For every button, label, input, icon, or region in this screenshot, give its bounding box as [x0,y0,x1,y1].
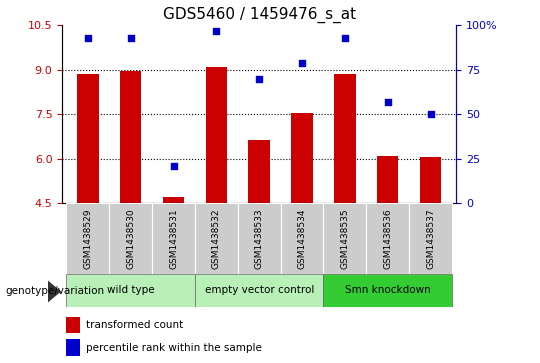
Bar [323,274,452,307]
Text: transformed count: transformed count [86,321,183,330]
Bar [66,317,80,333]
Bar [77,74,98,203]
Point [341,35,349,41]
Bar [248,139,270,203]
Text: Smn knockdown: Smn knockdown [345,285,430,295]
Bar [195,274,323,307]
Point [383,99,392,105]
Bar [206,67,227,203]
Bar [409,203,452,274]
Bar [152,203,195,274]
Point [255,76,264,82]
Point [212,28,221,34]
Point [298,60,306,66]
Bar [66,203,109,274]
Text: GSM1438531: GSM1438531 [169,208,178,269]
Bar [334,74,356,203]
Bar [109,203,152,274]
Text: GSM1438534: GSM1438534 [298,208,307,269]
Text: GSM1438536: GSM1438536 [383,208,392,269]
Text: GSM1438537: GSM1438537 [426,208,435,269]
Bar [377,156,399,203]
Text: GSM1438535: GSM1438535 [340,208,349,269]
Point [126,35,135,41]
Text: GSM1438532: GSM1438532 [212,208,221,269]
Polygon shape [48,280,61,303]
Bar [281,203,323,274]
Text: GSM1438533: GSM1438533 [255,208,264,269]
Bar [238,203,281,274]
Bar [366,203,409,274]
Text: wild type: wild type [107,285,154,295]
Text: GSM1438530: GSM1438530 [126,208,135,269]
Point [169,163,178,169]
Point [426,111,435,117]
Title: GDS5460 / 1459476_s_at: GDS5460 / 1459476_s_at [163,7,356,23]
Text: empty vector control: empty vector control [205,285,314,295]
Text: percentile rank within the sample: percentile rank within the sample [86,343,261,352]
Point [84,35,92,41]
Text: genotype/variation: genotype/variation [5,286,105,297]
Text: GSM1438529: GSM1438529 [83,208,92,269]
Bar [66,274,195,307]
Bar [292,113,313,203]
Bar [120,72,141,203]
Bar [163,197,184,203]
Bar [420,157,441,203]
Bar [323,203,366,274]
Bar [195,203,238,274]
Bar [66,339,80,356]
